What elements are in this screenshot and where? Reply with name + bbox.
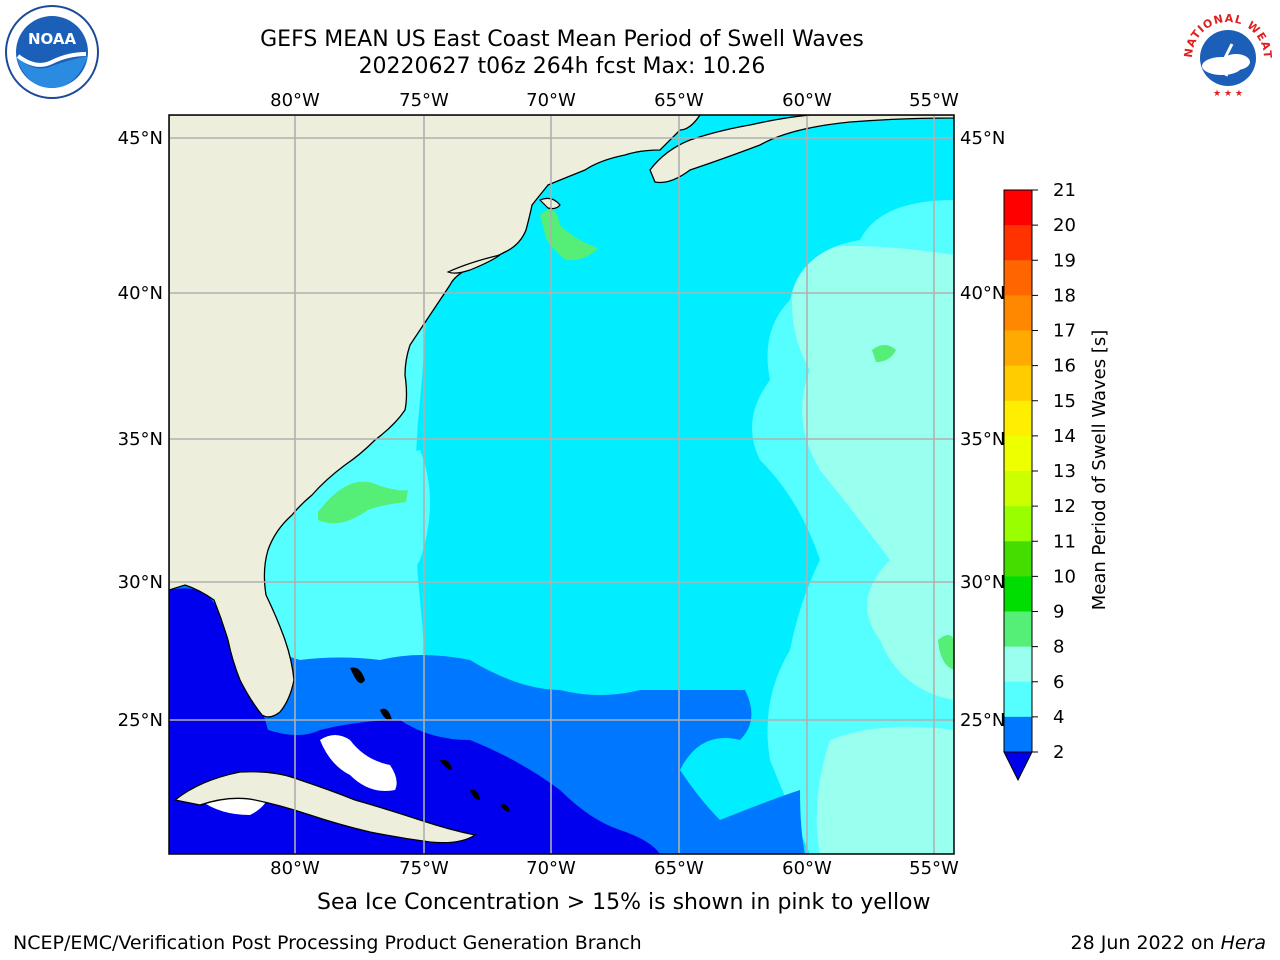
lat-label: 35°N (960, 429, 1005, 450)
chart-title: GEFS MEAN US East Coast Mean Period of S… (260, 27, 864, 52)
bahamas-islands (350, 667, 510, 812)
footer-date-text: 28 Jun 2022 on (1070, 932, 1221, 954)
swell-band-nearshore (288, 450, 430, 600)
lat-label: 45°N (118, 128, 163, 149)
colorbar-segment (1004, 330, 1032, 367)
land-nova-scotia (649, 115, 954, 184)
swell-band-4-6 (415, 115, 954, 854)
lat-labels-left: 45°N 40°N 35°N 30°N 25°N (118, 128, 163, 731)
lat-label: 25°N (960, 710, 1005, 731)
land-north-america (169, 115, 701, 718)
lat-label: 40°N (118, 283, 163, 304)
lon-label: 65°W (654, 90, 704, 111)
colorbar-tick-label: 2 (1053, 742, 1064, 763)
colorbar-tick-label: 13 (1053, 461, 1076, 482)
colorbar-tick-label: 15 (1053, 391, 1076, 412)
colorbar-segment (1004, 435, 1032, 472)
noaa-logo-text: NOAA (28, 30, 77, 48)
colorbar-tick-label: 8 (1053, 637, 1064, 658)
colorbar-tick-label: 19 (1053, 250, 1076, 271)
nodata-bahamas (320, 735, 397, 791)
colorbar-tick-label: 11 (1053, 531, 1076, 552)
footer-machine: Hera (1220, 932, 1266, 954)
colorbar-tick-label: 14 (1053, 426, 1076, 447)
colorbar-tick-label: 16 (1053, 356, 1076, 377)
colorbar-segment (1004, 681, 1032, 718)
colorbar-segment (1004, 400, 1032, 437)
colorbar-label: Mean Period of Swell Waves [s] (1089, 330, 1110, 611)
lon-label: 75°W (399, 858, 449, 879)
colorbar-tick-label: 9 (1053, 602, 1064, 623)
swell-patch-green-3 (872, 345, 896, 362)
lat-label: 35°N (118, 429, 163, 450)
swell-patch-green-4 (938, 635, 954, 670)
colorbar-segment (1004, 471, 1032, 507)
lat-label: 25°N (118, 710, 163, 731)
colorbar-segment (1004, 646, 1032, 683)
lon-label: 65°W (654, 858, 704, 879)
colorbar-segment (1004, 225, 1032, 261)
lon-label: 70°W (526, 858, 576, 879)
colorbar-segment (1004, 365, 1032, 402)
lon-label: 80°W (270, 90, 320, 111)
grid-lines (169, 115, 954, 854)
land-cuba (173, 771, 477, 844)
lon-label: 60°W (782, 90, 832, 111)
svg-text:★ ★ ★: ★ ★ ★ (1213, 89, 1243, 99)
colorbar-tick-label: 17 (1053, 321, 1076, 342)
noaa-logo: NOAA (5, 5, 99, 99)
colorbar-segment (1004, 190, 1032, 226)
swell-band-8-9 (792, 246, 954, 700)
colorbar-segment (1004, 506, 1032, 542)
colorbar-segment (1004, 716, 1032, 752)
footer-credit: NCEP/EMC/Verification Post Processing Pr… (13, 932, 642, 954)
colorbar-tick-label: 12 (1053, 496, 1076, 517)
lat-label: 40°N (960, 283, 1005, 304)
lat-label: 30°N (118, 572, 163, 593)
colorbar-segment (1004, 295, 1032, 331)
swell-patch-green-1 (318, 481, 408, 524)
footer-date: 28 Jun 2022 on Hera (1071, 932, 1266, 954)
sea-ice-caption: Sea Ice Concentration > 15% is shown in … (317, 890, 931, 915)
colorbar-tick-label: 4 (1053, 707, 1064, 728)
national-weather-service-logo: NATIONAL WEATHER SERVICE ★ ★ ★ (1178, 4, 1273, 99)
lon-label: 75°W (399, 90, 449, 111)
lon-label: 80°W (270, 858, 320, 879)
map-area (169, 115, 954, 854)
colorbar-tick-label: 6 (1053, 672, 1064, 693)
colorbar-segment (1004, 260, 1032, 296)
land-long-island (446, 254, 501, 274)
colorbar-segment (1004, 611, 1032, 648)
colorbar-tick-label: 21 (1053, 180, 1076, 201)
colorbar-tick-label: 10 (1053, 566, 1076, 587)
lon-labels-top: 80°W 75°W 70°W 65°W 60°W 55°W (270, 90, 959, 111)
swell-band-8-9-south (816, 726, 954, 854)
lon-label: 70°W (526, 90, 576, 111)
colorbar: 21 20 19 18 17 16 15 14 13 12 11 10 9 8 6 4 2 (1003, 180, 1076, 782)
colorbar-segment (1004, 576, 1032, 612)
lon-label: 55°W (909, 858, 959, 879)
colorbar-under-triangle (1003, 751, 1033, 782)
lat-label: 30°N (960, 572, 1005, 593)
chart-subtitle: 20220627 t06z 264h fcst Max: 10.26 (358, 54, 766, 79)
lon-label: 55°W (909, 90, 959, 111)
colorbar-segment (1004, 541, 1032, 577)
lat-labels-right: 45°N 40°N 35°N 30°N 25°N (960, 128, 1005, 731)
lon-label: 60°W (782, 858, 832, 879)
lat-label: 45°N (960, 128, 1005, 149)
map-frame (168, 114, 955, 855)
lon-labels-bottom: 80°W 75°W 70°W 65°W 60°W 55°W (270, 858, 959, 879)
colorbar-tick-label: 20 (1053, 215, 1076, 236)
swell-patch-green-2 (540, 209, 598, 261)
colorbar-tick-label: 18 (1053, 285, 1076, 306)
